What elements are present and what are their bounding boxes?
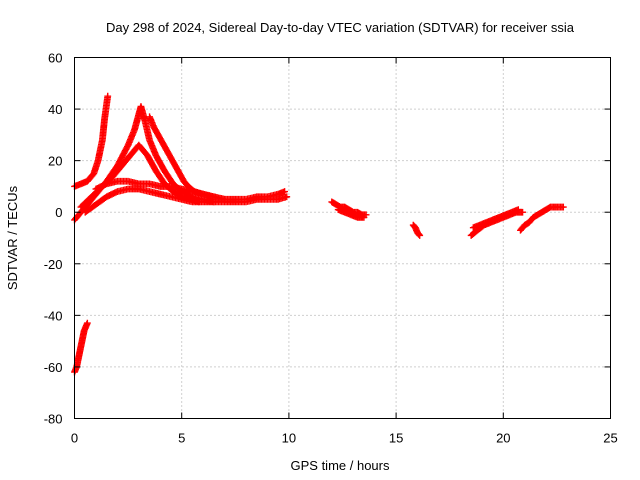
y-tick-label: 0: [55, 205, 62, 220]
y-tick-label: 40: [48, 102, 62, 117]
x-tick-label: 15: [389, 431, 403, 446]
x-axis-label: GPS time / hours: [291, 458, 390, 473]
y-tick-label: -80: [44, 412, 63, 427]
chart-title: Day 298 of 2024, Sidereal Day-to-day VTE…: [106, 20, 575, 35]
series-arc-16h: [409, 221, 424, 239]
y-tick-label: -60: [44, 360, 63, 375]
axis-layer: 0 5 10 15 20 25 -80 -60 -40 -20 0 20 40 60: [44, 51, 618, 446]
data-point: [83, 319, 91, 327]
grid-layer: [74, 57, 611, 419]
series-arc-band-lower: [81, 185, 291, 216]
x-tick-label: 5: [178, 431, 185, 446]
series-arc-19h-21h: [469, 206, 522, 232]
y-tick-label: -20: [44, 257, 63, 272]
data-point: [559, 203, 567, 211]
series-arc-21h-23h: [517, 203, 567, 234]
x-tick-label: 10: [282, 431, 296, 446]
series-arc-band-12: [92, 177, 289, 203]
x-tick-label: 0: [71, 431, 78, 446]
data-point: [514, 206, 522, 214]
y-tick-label: 20: [48, 154, 62, 169]
series-arc-12h-b: [334, 206, 368, 221]
data-point: [283, 193, 291, 201]
data-layer: [71, 92, 567, 376]
x-tick-label: 20: [496, 431, 510, 446]
series-arc-steep-45: [71, 92, 112, 190]
data-point: [281, 188, 289, 195]
plot-frame: [74, 57, 611, 419]
data-point: [415, 231, 423, 238]
data-point: [416, 232, 424, 239]
y-tick-label: -40: [44, 308, 63, 323]
data-point: [360, 213, 368, 221]
y-tick-label: 60: [48, 51, 62, 66]
y-axis-label: SDTVAR / TECUs: [5, 185, 20, 290]
data-point: [519, 208, 526, 216]
data-point: [104, 92, 112, 100]
x-tick-label: 25: [603, 431, 617, 446]
